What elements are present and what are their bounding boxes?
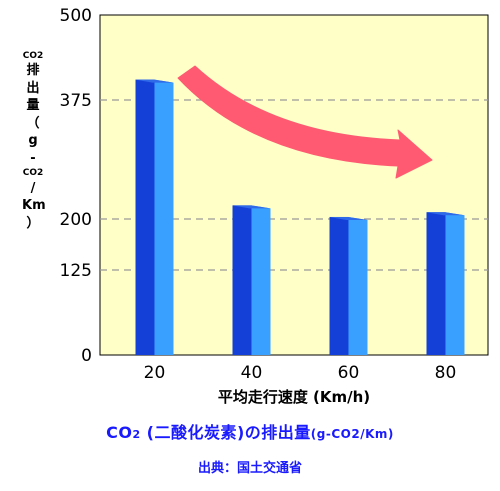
- y-axis-label-char: CO2: [22, 51, 44, 61]
- arrow-shape: [177, 65, 433, 179]
- y-axis-label-char: /: [30, 180, 36, 196]
- y-axis-label-char: CO2: [22, 168, 44, 179]
- y-axis-label-char: 量: [26, 98, 40, 114]
- x-tick-label: 40: [241, 363, 263, 383]
- y-axis-label-char: （: [26, 115, 40, 131]
- caption-co: CO: [106, 423, 133, 442]
- y-tick-label: 200: [60, 210, 92, 230]
- y-axis-label-char: 出: [26, 80, 40, 96]
- x-tick-label: 80: [435, 363, 457, 383]
- bar-front: [329, 216, 349, 355]
- bar-top: [135, 79, 174, 83]
- chart-caption: CO2 (二酸化炭素)の排出量(g-CO2/Km): [0, 419, 500, 443]
- source-caption: 出典：国土交通省: [197, 461, 302, 476]
- bar-side: [348, 216, 368, 355]
- y-tick-label: 0: [81, 346, 92, 366]
- y-axis-label-char: Km: [22, 198, 46, 214]
- bar-front: [426, 212, 446, 355]
- x-axis-label: 平均走行速度 (Km/h): [218, 388, 370, 406]
- y-tick-labels: 0 125 200 375 500: [60, 6, 92, 366]
- x-tick-labels: 20 40 60 80: [144, 363, 457, 383]
- trend-arrow: [177, 65, 433, 179]
- y-axis-label-char: -: [30, 150, 36, 166]
- caption-text: (二酸化炭素)の排出量: [140, 423, 311, 442]
- bar-side: [154, 79, 174, 355]
- bar-front: [135, 79, 155, 355]
- y-axis-label-char: 排: [26, 63, 40, 79]
- bar-side: [251, 205, 271, 355]
- bar-top: [426, 212, 465, 216]
- x-tick-label: 60: [338, 363, 360, 383]
- caption-subscript: 2: [132, 428, 141, 441]
- y-axis-label-char: g: [28, 133, 38, 149]
- caption-unit: (g-CO2/Km): [310, 427, 394, 441]
- y-tick-label: 500: [60, 6, 92, 26]
- bar-top: [329, 216, 368, 220]
- x-tick-label: 20: [144, 363, 166, 383]
- bar-top: [232, 205, 271, 209]
- bars: [135, 79, 465, 355]
- y-tick-label: 125: [60, 261, 92, 281]
- y-axis-label: CO2 排出量（g - CO2/Km）: [22, 50, 46, 232]
- bar-side: [445, 212, 465, 355]
- bar-front: [232, 205, 252, 355]
- y-axis-label-char: ）: [26, 215, 40, 231]
- y-tick-label: 375: [60, 91, 92, 111]
